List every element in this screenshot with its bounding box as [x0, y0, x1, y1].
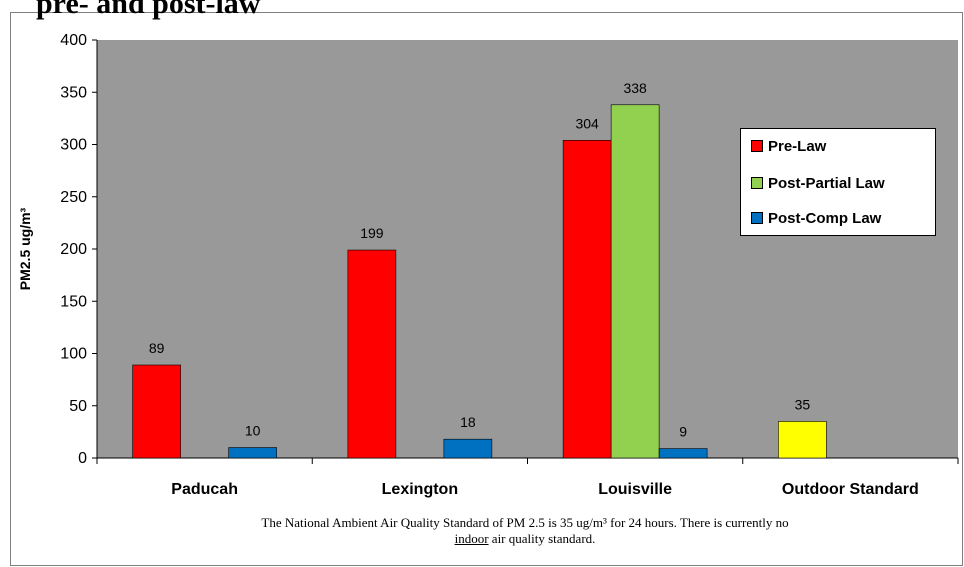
- data-label: 10: [245, 423, 261, 439]
- y-tick-label: 300: [60, 137, 87, 154]
- y-tick-label: 200: [60, 241, 87, 258]
- legend-item-post-comp-law: Post-Comp Law: [751, 209, 881, 227]
- y-tick-label: 100: [60, 346, 87, 363]
- plot-area: [97, 40, 958, 458]
- legend-label-post-comp-law: Post-Comp Law: [768, 209, 882, 227]
- legend-swatch-pre-law: [751, 140, 763, 152]
- data-label: 18: [460, 414, 476, 430]
- bar-post-comp-law: [443, 438, 493, 459]
- y-tick-label: 0: [78, 450, 87, 467]
- footnote: The National Ambient Air Quality Standar…: [100, 515, 950, 547]
- y-tick-label: 150: [60, 293, 87, 310]
- legend: Pre-Law Post-Partial Law Post-Comp Law: [740, 128, 936, 236]
- x-tick-label: Louisville: [598, 481, 672, 498]
- bar-pre-law: [562, 140, 612, 459]
- bar-outdoor-standard: [778, 421, 827, 459]
- legend-label-pre-law: Pre-Law: [768, 137, 827, 155]
- y-tick-label: 350: [60, 84, 87, 101]
- data-label: 89: [149, 340, 165, 356]
- bar-post-comp-law: [228, 447, 277, 459]
- footnote-line-2-rest: air quality standard.: [488, 531, 596, 546]
- x-tick-label: Paducah: [171, 481, 238, 498]
- x-tick-label: Outdoor Standard: [782, 481, 919, 498]
- chart-title: pre- and post-law: [36, 0, 261, 20]
- y-tick-label: 400: [60, 32, 87, 49]
- bar-pre-law: [132, 364, 181, 459]
- legend-item-pre-law: Pre-Law: [751, 137, 826, 155]
- footnote-line-2: indoor air quality standard.: [100, 531, 950, 547]
- legend-item-post-partial-law: Post-Partial Law: [751, 174, 885, 192]
- data-label: 199: [360, 225, 384, 241]
- data-label: 304: [575, 115, 599, 131]
- y-tick-label: 250: [60, 189, 87, 206]
- x-tick-label: Lexington: [382, 481, 458, 498]
- data-label: 35: [795, 396, 811, 412]
- data-label: 338: [623, 80, 647, 96]
- legend-label-post-partial-law: Post-Partial Law: [768, 174, 885, 192]
- y-axis-label: PM2.5 ug/m³: [17, 207, 33, 290]
- y-tick-label: 50: [69, 398, 87, 415]
- bar-pre-law: [347, 249, 397, 459]
- legend-swatch-post-partial-law: [751, 177, 763, 189]
- bar-post-comp-law: [658, 448, 708, 459]
- legend-swatch-post-comp-law: [751, 212, 763, 224]
- data-label: 9: [679, 424, 687, 440]
- footnote-underlined-word: indoor: [454, 531, 489, 546]
- bar-post-partial-law: [610, 104, 660, 459]
- footnote-line-1: The National Ambient Air Quality Standar…: [261, 515, 789, 530]
